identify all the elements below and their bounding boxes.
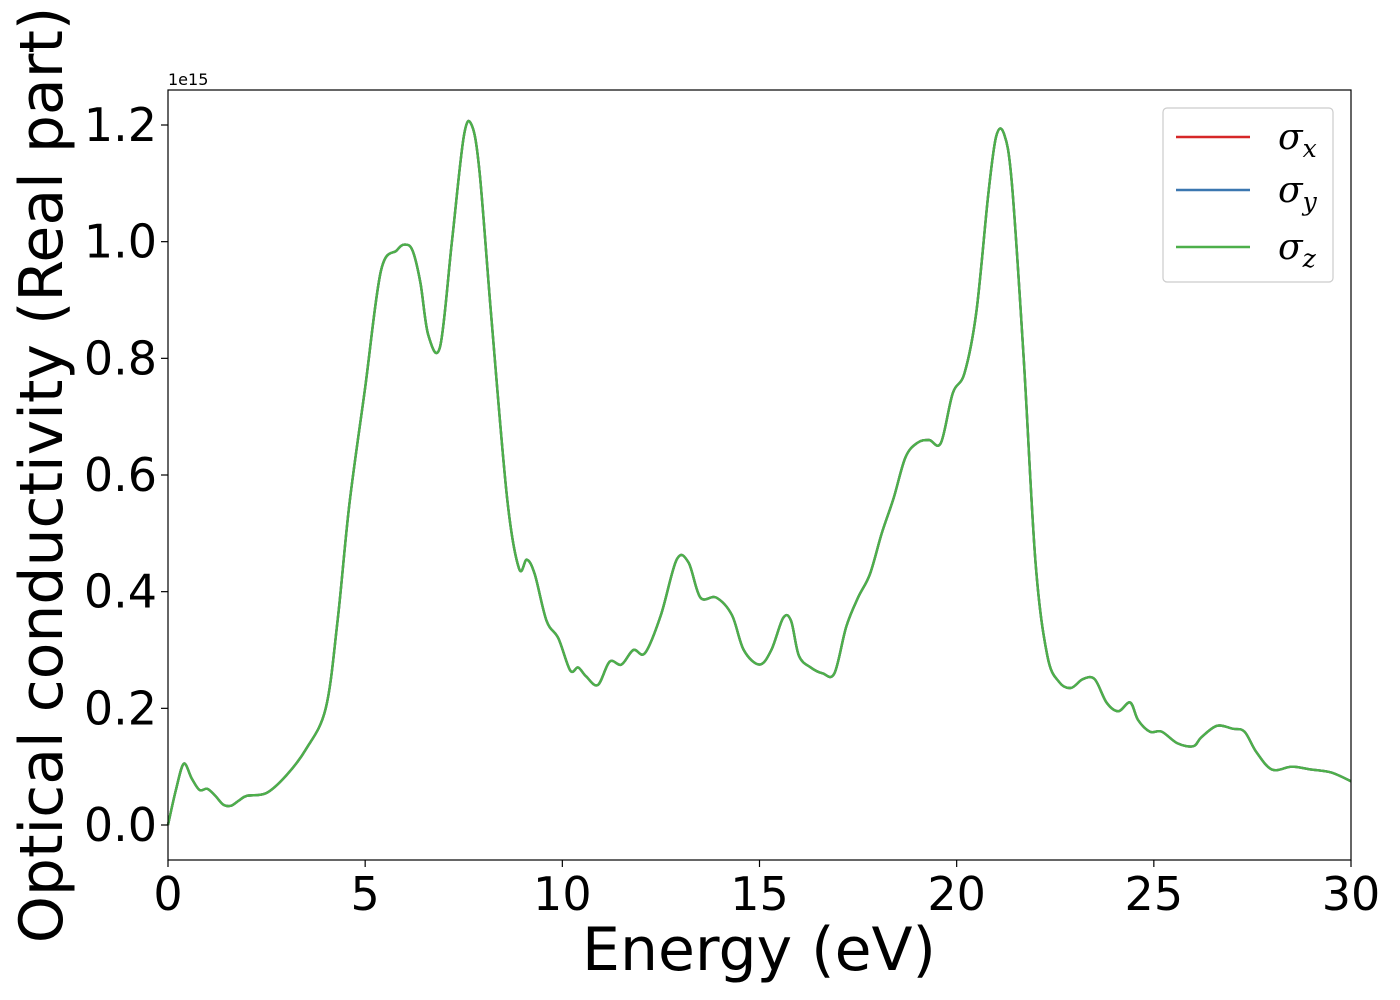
series-layer: [166, 119, 1352, 826]
x-tick-label: 10: [533, 867, 592, 921]
legend-label: σy: [1278, 170, 1318, 216]
legend-label: σz: [1278, 227, 1317, 273]
x-tick-label: 30: [1322, 867, 1381, 921]
y-tick-label: 0.0: [84, 798, 157, 852]
x-tick-label: 20: [927, 867, 986, 921]
y-tick-label: 1.0: [84, 215, 157, 269]
y-axis-ticks: 0.0 0.2 0.4 0.6 0.8 1.0 1.2: [84, 98, 168, 852]
y-axis-title: Optical conductivity (Real part): [7, 7, 77, 944]
y-tick-label: 0.4: [84, 565, 157, 619]
x-tick-label: 0: [153, 867, 182, 921]
legend-box: [1162, 107, 1334, 283]
y-tick-label: 0.6: [84, 448, 157, 502]
y-offset-text: 1e15: [168, 70, 208, 89]
x-axis-title: Energy (eV): [582, 915, 936, 985]
series-line-sigma-z: [166, 119, 1352, 826]
x-tick-label: 25: [1125, 867, 1184, 921]
y-tick-label: 0.8: [84, 331, 157, 385]
x-tick-label: 5: [351, 867, 380, 921]
legend-label: σx: [1278, 117, 1317, 163]
y-tick-label: 0.2: [84, 681, 157, 735]
x-tick-label: 15: [730, 867, 789, 921]
legend: σx σy σz: [1162, 107, 1334, 283]
x-axis-ticks: 0 5 10 15 20 25 30: [153, 860, 1380, 921]
y-tick-label: 1.2: [84, 98, 157, 152]
